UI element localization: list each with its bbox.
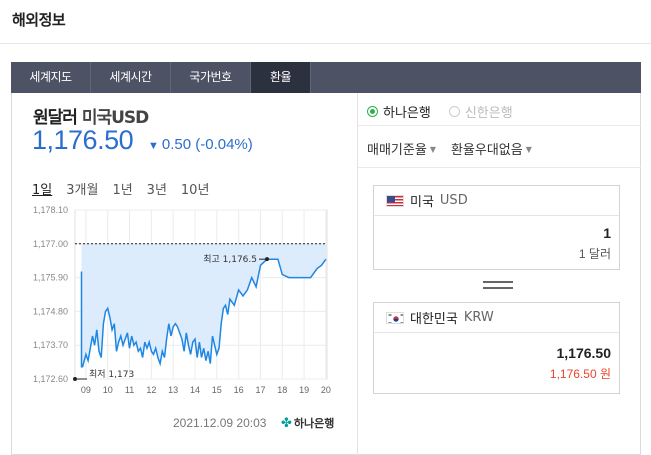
down-triangle-icon: ▼	[148, 140, 159, 152]
bank-radio-hana[interactable]: 하나은행	[367, 102, 431, 121]
rate-chart: 1,178.10 1,177.00 1,175.90 1,174.80 1,173.70…	[33, 205, 331, 395]
max-marker-dot	[265, 257, 269, 262]
kr-flag-icon	[386, 311, 404, 324]
converter-pane: 하나은행 신한은행 매매기준율 ▼ 환율우대없음 ▼ 미국 USD	[358, 93, 641, 455]
rate-type-select[interactable]: 매매기준율 ▼	[367, 139, 436, 158]
chart-markers: 최고 1,176.5 최저 1,173	[73, 254, 269, 381]
timestamp: 2021.12.09 20:03	[173, 416, 267, 430]
period-10y[interactable]: 10년	[180, 183, 210, 198]
rate-options: 매매기준율 ▼ 환율우대없음 ▼	[367, 139, 532, 158]
y-tick-label: 1,173.70	[33, 340, 68, 350]
bank-selector: 하나은행 신한은행	[367, 102, 513, 121]
equals-icon	[483, 281, 513, 293]
us-flag-icon	[386, 194, 404, 207]
from-amount-input[interactable]: 1	[603, 225, 611, 241]
x-axis-ticks: 09 10 11 12 13 14 15 16 17 18 19 20	[81, 385, 331, 395]
preferential-rate-select[interactable]: 환율우대없음 ▼	[451, 139, 532, 158]
x-tick-label: 09	[81, 385, 91, 395]
divider	[0, 43, 651, 44]
period-1y[interactable]: 1년	[112, 183, 133, 198]
y-tick-label: 1,178.10	[33, 205, 68, 215]
min-label: 최저 1,173	[89, 369, 134, 380]
y-axis-ticks: 1,178.10 1,177.00 1,175.90 1,174.80 1,173.70…	[33, 205, 68, 384]
rate-change-value: 0.50 (-0.04%)	[161, 136, 253, 153]
tab-world-time[interactable]: 세계시간	[91, 62, 171, 93]
to-code: KRW	[463, 310, 494, 325]
x-tick-label: 18	[277, 385, 287, 395]
to-country: 대한민국	[410, 312, 458, 327]
from-code: USD	[439, 193, 468, 208]
bank-logo: ✤ 하나은행	[281, 415, 334, 431]
y-tick-label: 1,174.80	[33, 306, 68, 316]
x-tick-label: 20	[321, 385, 331, 395]
bank-radio-shinhan[interactable]: 신한은행	[448, 102, 513, 121]
tab-world-map[interactable]: 세계지도	[11, 62, 91, 93]
x-tick-label: 19	[299, 385, 309, 395]
to-currency-select[interactable]: 대한민국 KRW	[374, 303, 619, 333]
from-amount-unit: 1 달러	[578, 247, 611, 261]
max-label: 최고 1,176.5	[203, 254, 257, 265]
x-tick-label: 11	[125, 385, 134, 395]
chart-area	[81, 243, 326, 367]
preferential-rate-label: 환율우대없음	[450, 143, 523, 158]
x-tick-label: 15	[212, 385, 222, 395]
x-tick-label: 16	[234, 385, 244, 395]
chart-line	[80, 258, 327, 368]
bank-radio-label: 하나은행	[383, 106, 431, 121]
x-tick-label: 10	[103, 385, 113, 395]
currency-code: 미국USD	[81, 108, 149, 128]
to-currency-box: 대한민국 KRW 1,176.50 1,176.50 원	[373, 302, 620, 394]
tab-exchange-rate[interactable]: 환율	[251, 62, 311, 93]
from-currency-box: 미국 USD 1 1 달러	[373, 185, 620, 270]
period-tabs: 1일 3개월 1년 3년 10년	[32, 179, 209, 198]
rate-chart-pane: 원달러 미국USD 1,176.50 ▼ 0.50 (-0.04%) 1일 3개월…	[12, 93, 358, 455]
currency-name: 원달러	[33, 108, 78, 128]
x-tick-label: 17	[255, 385, 265, 395]
bank-logo-text: 하나은행	[293, 417, 335, 430]
radio-unselected-icon	[448, 106, 460, 117]
to-amount-unit: 1,176.50 원	[549, 367, 611, 381]
bank-radio-label: 신한은행	[464, 106, 513, 121]
period-3m[interactable]: 3개월	[66, 183, 99, 198]
rate-value: 1,176.50	[32, 125, 134, 155]
min-marker-dot	[73, 377, 77, 381]
hana-logo-icon: ✤	[281, 415, 292, 431]
from-currency-select[interactable]: 미국 USD	[374, 186, 619, 216]
currency-title: 원달러 미국USD	[33, 103, 149, 128]
period-3y[interactable]: 3년	[146, 183, 167, 198]
page-title: 해외정보	[12, 11, 66, 29]
divider	[358, 125, 641, 126]
y-tick-label: 1,172.60	[33, 374, 68, 384]
x-tick-label: 14	[190, 385, 200, 395]
tab-country-code[interactable]: 국가번호	[171, 62, 251, 93]
rate-type-label: 매매기준율	[367, 143, 427, 158]
y-tick-label: 1,177.00	[33, 239, 68, 249]
from-country: 미국	[410, 195, 434, 210]
x-tick-label: 13	[168, 385, 178, 395]
chevron-down-icon: ▼	[525, 145, 532, 154]
radio-selected-icon	[367, 106, 378, 117]
period-1d[interactable]: 1일	[32, 183, 53, 198]
y-tick-label: 1,175.90	[33, 273, 68, 283]
to-amount-input[interactable]: 1,176.50	[556, 345, 612, 361]
chevron-down-icon: ▼	[429, 145, 436, 154]
rate-change: ▼ 0.50 (-0.04%)	[148, 136, 253, 153]
info-tabs: 세계지도 세계시간 국가번호 환율	[11, 62, 641, 93]
x-tick-label: 12	[146, 385, 156, 395]
divider	[358, 167, 641, 168]
